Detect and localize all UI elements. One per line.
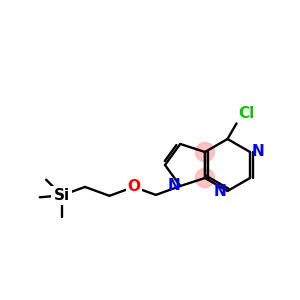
Circle shape [196,142,214,161]
Text: N: N [252,145,265,160]
Text: N: N [167,178,180,193]
Text: Si: Si [54,188,70,203]
Text: O: O [128,179,140,194]
Circle shape [196,169,214,188]
Text: N: N [214,184,226,199]
Text: Cl: Cl [238,106,255,122]
